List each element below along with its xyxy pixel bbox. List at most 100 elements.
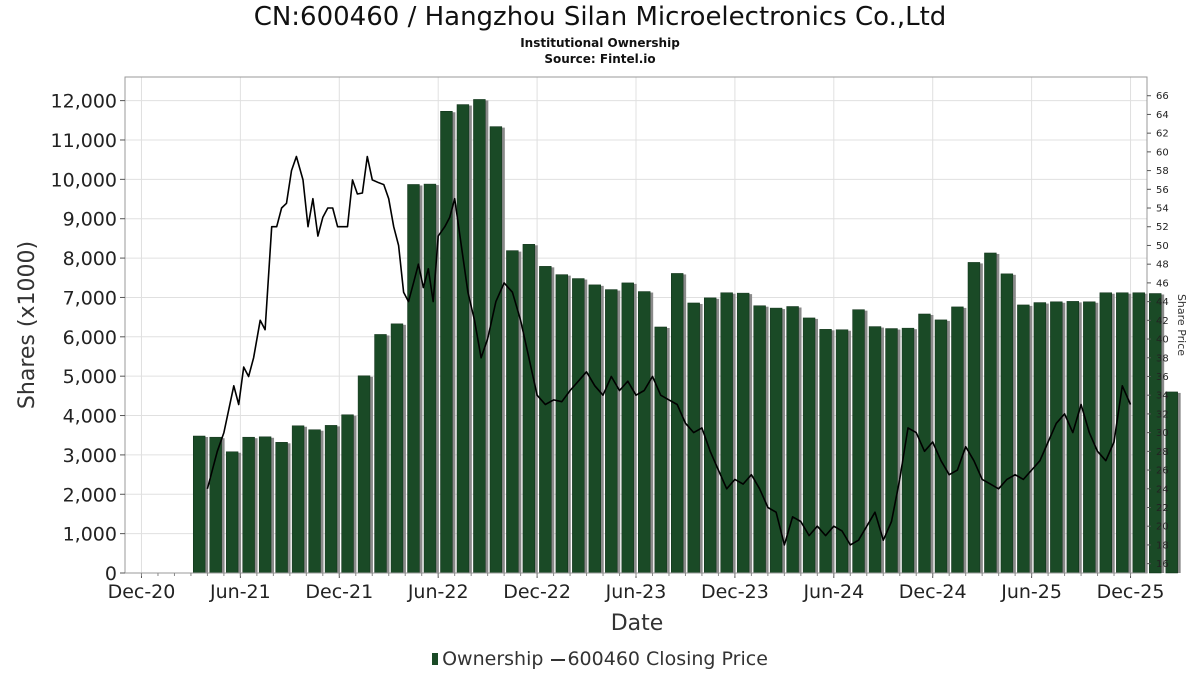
x-tick-label: Dec-23: [701, 581, 769, 603]
bar: [819, 329, 832, 574]
bar: [473, 99, 486, 574]
chart-subtitle: Institutional Ownership: [520, 36, 680, 50]
bar: [489, 126, 503, 574]
bar: [1132, 292, 1145, 574]
y2-tick-label: 62: [1156, 129, 1169, 140]
bar: [357, 375, 371, 574]
bar: [671, 273, 684, 574]
x-tick-label: Jun-22: [407, 581, 469, 603]
bar: [621, 282, 634, 574]
bar: [703, 297, 717, 574]
bar: [951, 306, 964, 574]
legend-ownership-label: Ownership: [442, 648, 544, 670]
x-tick-label: Dec-21: [305, 581, 373, 603]
y2-tick-label: 26: [1156, 466, 1169, 477]
bars-layer: [192, 99, 1181, 574]
y2-tick-label: 60: [1156, 147, 1169, 158]
bar: [341, 414, 354, 574]
y2-tick-label: 58: [1156, 166, 1169, 177]
y-tick-label: 6,000: [63, 327, 117, 349]
legend-price-label: 600460 Closing Price: [567, 648, 768, 670]
bar: [1116, 292, 1129, 574]
y2-tick-label: 54: [1156, 204, 1169, 215]
price-line-layer: [206, 155, 1132, 546]
bar: [225, 451, 239, 574]
bar: [588, 284, 601, 574]
y2-tick-label: 52: [1156, 222, 1169, 233]
y-tick-label: 7,000: [63, 287, 117, 309]
bar: [1033, 302, 1047, 574]
y-tick-label: 5,000: [63, 366, 117, 388]
bar: [440, 110, 453, 574]
bar: [1083, 301, 1096, 574]
bar: [1099, 292, 1112, 574]
bar: [275, 442, 288, 574]
bar: [720, 292, 733, 574]
y2-tick-label: 30: [1156, 428, 1169, 439]
bar: [1000, 273, 1014, 574]
y2-axis-title: Share Price: [1175, 294, 1188, 356]
x-tick-label: Dec-20: [108, 581, 176, 603]
bar: [423, 183, 437, 574]
bar: [967, 262, 981, 574]
bar: [572, 278, 585, 574]
y2-tick-label: 28: [1156, 447, 1169, 458]
y2-tick-label: 22: [1156, 503, 1169, 514]
chart-source: Source: Fintel.io: [544, 52, 656, 66]
y-tick-label: 1,000: [63, 524, 117, 546]
x-tick-label: Jun-25: [1000, 581, 1062, 603]
bar: [1066, 301, 1080, 574]
y2-tick-label: 24: [1156, 484, 1169, 495]
legend-price-swatch: [551, 658, 566, 661]
price-line: [206, 155, 1132, 546]
bar: [522, 244, 536, 574]
y-tick-label: 9,000: [63, 209, 117, 231]
bar: [555, 274, 569, 574]
bar: [539, 266, 552, 574]
x-tick-label: Jun-23: [605, 581, 667, 603]
y-tick-label: 3,000: [63, 445, 117, 467]
bar: [885, 328, 898, 574]
bar: [242, 436, 255, 574]
bar: [324, 425, 338, 574]
y-tick-label: 10,000: [51, 169, 117, 191]
x-tick-label: Jun-21: [209, 581, 271, 603]
bar: [291, 425, 305, 574]
y2-tick-label: 38: [1156, 353, 1169, 364]
bar: [753, 305, 766, 574]
bar: [374, 334, 387, 574]
y2-tick-label: 20: [1156, 522, 1169, 533]
y2-tick-label: 56: [1156, 185, 1169, 196]
x-tick-label: Dec-22: [503, 581, 571, 603]
y2-tick-label: 66: [1156, 91, 1169, 102]
bar: [456, 104, 470, 574]
bar: [984, 252, 997, 574]
x-axis-title: Date: [611, 611, 664, 636]
y-axis-title: Shares (x1000): [15, 241, 40, 409]
y2-tick-label: 48: [1156, 260, 1169, 271]
bar: [654, 326, 667, 574]
y-tick-label: 0: [105, 563, 117, 585]
y2-tick-label: 34: [1156, 391, 1169, 402]
bar: [390, 323, 404, 574]
y2-tick-label: 16: [1156, 559, 1169, 570]
x-tick-label: Jun-24: [802, 581, 864, 603]
bar: [687, 302, 700, 574]
y2-tick-label: 44: [1156, 297, 1169, 308]
bar: [1017, 304, 1030, 574]
legend: Ownership 600460 Closing Price: [0, 648, 1200, 670]
y2-tick-label: 32: [1156, 409, 1169, 420]
chart-title: CN:600460 / Hangzhou Silan Microelectron…: [253, 2, 947, 32]
y-tick-label: 11,000: [51, 130, 117, 152]
bar: [1149, 293, 1162, 574]
bar: [506, 250, 519, 574]
bar: [769, 307, 783, 574]
y2-tick-label: 36: [1156, 372, 1169, 383]
bar: [605, 289, 618, 574]
bar: [192, 435, 206, 574]
y-tick-label: 2,000: [63, 484, 117, 506]
bar: [736, 292, 750, 574]
x-tick-label: Dec-25: [1097, 581, 1165, 603]
bar: [934, 319, 948, 574]
bar: [258, 436, 272, 574]
